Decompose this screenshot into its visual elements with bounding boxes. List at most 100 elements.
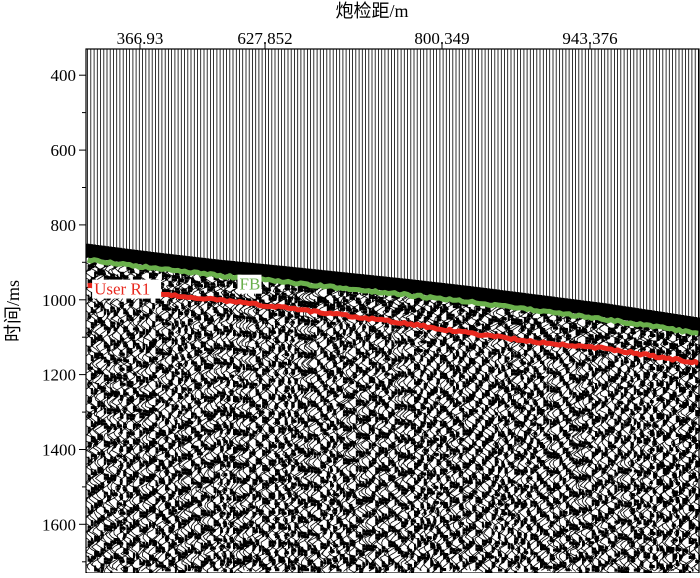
trace-fill xyxy=(233,384,236,387)
trace-fill xyxy=(439,405,445,409)
trace-fill xyxy=(213,556,216,560)
trace-fill xyxy=(132,387,137,391)
trace-fill xyxy=(414,564,416,568)
trace-fill xyxy=(401,341,404,345)
trace-fill xyxy=(304,451,307,455)
trace-fill xyxy=(417,382,421,385)
trace-fill xyxy=(113,358,117,361)
trace-fill xyxy=(446,448,449,452)
trace-fill xyxy=(475,385,479,389)
first-arrival-band xyxy=(425,281,429,296)
trace-fill xyxy=(397,565,403,569)
trace-fill xyxy=(216,280,223,284)
trace-fill xyxy=(485,342,489,345)
trace-fill xyxy=(310,481,313,485)
trace-fill xyxy=(326,390,332,394)
trace-fill xyxy=(294,510,299,514)
trace-fill xyxy=(252,526,255,530)
trace-fill xyxy=(310,484,314,488)
trace-fill xyxy=(333,508,338,512)
trace-fill xyxy=(116,553,119,557)
trace-fill xyxy=(233,462,237,465)
trace-fill xyxy=(262,350,268,354)
trace-fill xyxy=(459,470,464,474)
trace-fill xyxy=(401,389,405,393)
trace-fill xyxy=(90,424,96,428)
trace-fill xyxy=(187,355,192,359)
trace-fill xyxy=(155,480,158,484)
trace-fill xyxy=(417,538,420,541)
trace-fill xyxy=(333,445,336,449)
trace-fill xyxy=(359,306,364,310)
trace-fill xyxy=(90,487,95,491)
trace-fill xyxy=(278,379,284,383)
trace-fill xyxy=(187,406,192,410)
trace-fill xyxy=(110,570,113,573)
trace-fill xyxy=(291,464,295,468)
trace-fill xyxy=(336,499,340,503)
trace-fill xyxy=(284,452,287,456)
trace-fill xyxy=(149,539,153,543)
trace-fill xyxy=(333,301,336,305)
trace-fill xyxy=(401,536,405,540)
trace-fill xyxy=(87,264,93,268)
trace-fill xyxy=(365,301,370,305)
trace-fill xyxy=(317,569,321,573)
trace-fill xyxy=(152,426,155,429)
trace-fill xyxy=(452,569,455,573)
trace-fill xyxy=(378,350,381,354)
trace-fill xyxy=(320,509,323,513)
trace-fill xyxy=(417,409,420,412)
trace-fill xyxy=(372,509,377,513)
first-arrival-band xyxy=(308,268,313,283)
trace-fill xyxy=(300,483,307,487)
trace-fill xyxy=(433,563,438,567)
trace-fill xyxy=(300,435,304,439)
trace-fill xyxy=(255,371,258,375)
trace-fill xyxy=(375,371,377,375)
trace-fill xyxy=(97,437,101,440)
trace-fill xyxy=(410,555,414,559)
trace-fill xyxy=(294,300,297,304)
trace-fill xyxy=(414,366,417,370)
trace-fill xyxy=(430,404,433,408)
trace-fill xyxy=(472,391,476,395)
trace-fill xyxy=(265,288,271,292)
trace-fill xyxy=(449,517,453,521)
trace-fill xyxy=(258,365,261,369)
trace-fill xyxy=(333,478,337,482)
first-arrival-band xyxy=(357,273,361,288)
trace-fill xyxy=(145,317,148,321)
trace-fill xyxy=(401,485,404,489)
trace-fill xyxy=(410,393,413,397)
trace-fill xyxy=(168,364,174,368)
trace-fill xyxy=(207,480,212,484)
trace-fill xyxy=(110,507,116,511)
trace-fill xyxy=(204,428,208,432)
trace-fill xyxy=(152,558,158,561)
trace-fill xyxy=(355,336,360,340)
trace-fill xyxy=(255,461,260,465)
trace-fill xyxy=(359,549,362,553)
trace-fill xyxy=(284,371,288,375)
first-arrival-band xyxy=(240,262,245,276)
trace-fill xyxy=(478,365,482,369)
trace-fill xyxy=(359,450,362,454)
trace-fill xyxy=(262,371,265,375)
trace-fill xyxy=(249,436,252,440)
trace-fill xyxy=(426,311,431,315)
seismic-trace xyxy=(210,49,224,571)
trace-fill xyxy=(472,361,476,365)
trace-fill xyxy=(355,465,359,469)
trace-fill xyxy=(97,569,100,572)
trace-fill xyxy=(129,432,135,436)
trace-fill xyxy=(294,399,297,403)
trace-fill xyxy=(265,318,268,322)
trace-fill xyxy=(423,526,428,530)
trace-fill xyxy=(359,480,362,484)
trace-fill xyxy=(404,455,411,459)
trace-fill xyxy=(129,399,134,403)
trace-fill xyxy=(443,538,446,541)
seismic-trace xyxy=(197,49,210,572)
trace-fill xyxy=(372,494,375,498)
